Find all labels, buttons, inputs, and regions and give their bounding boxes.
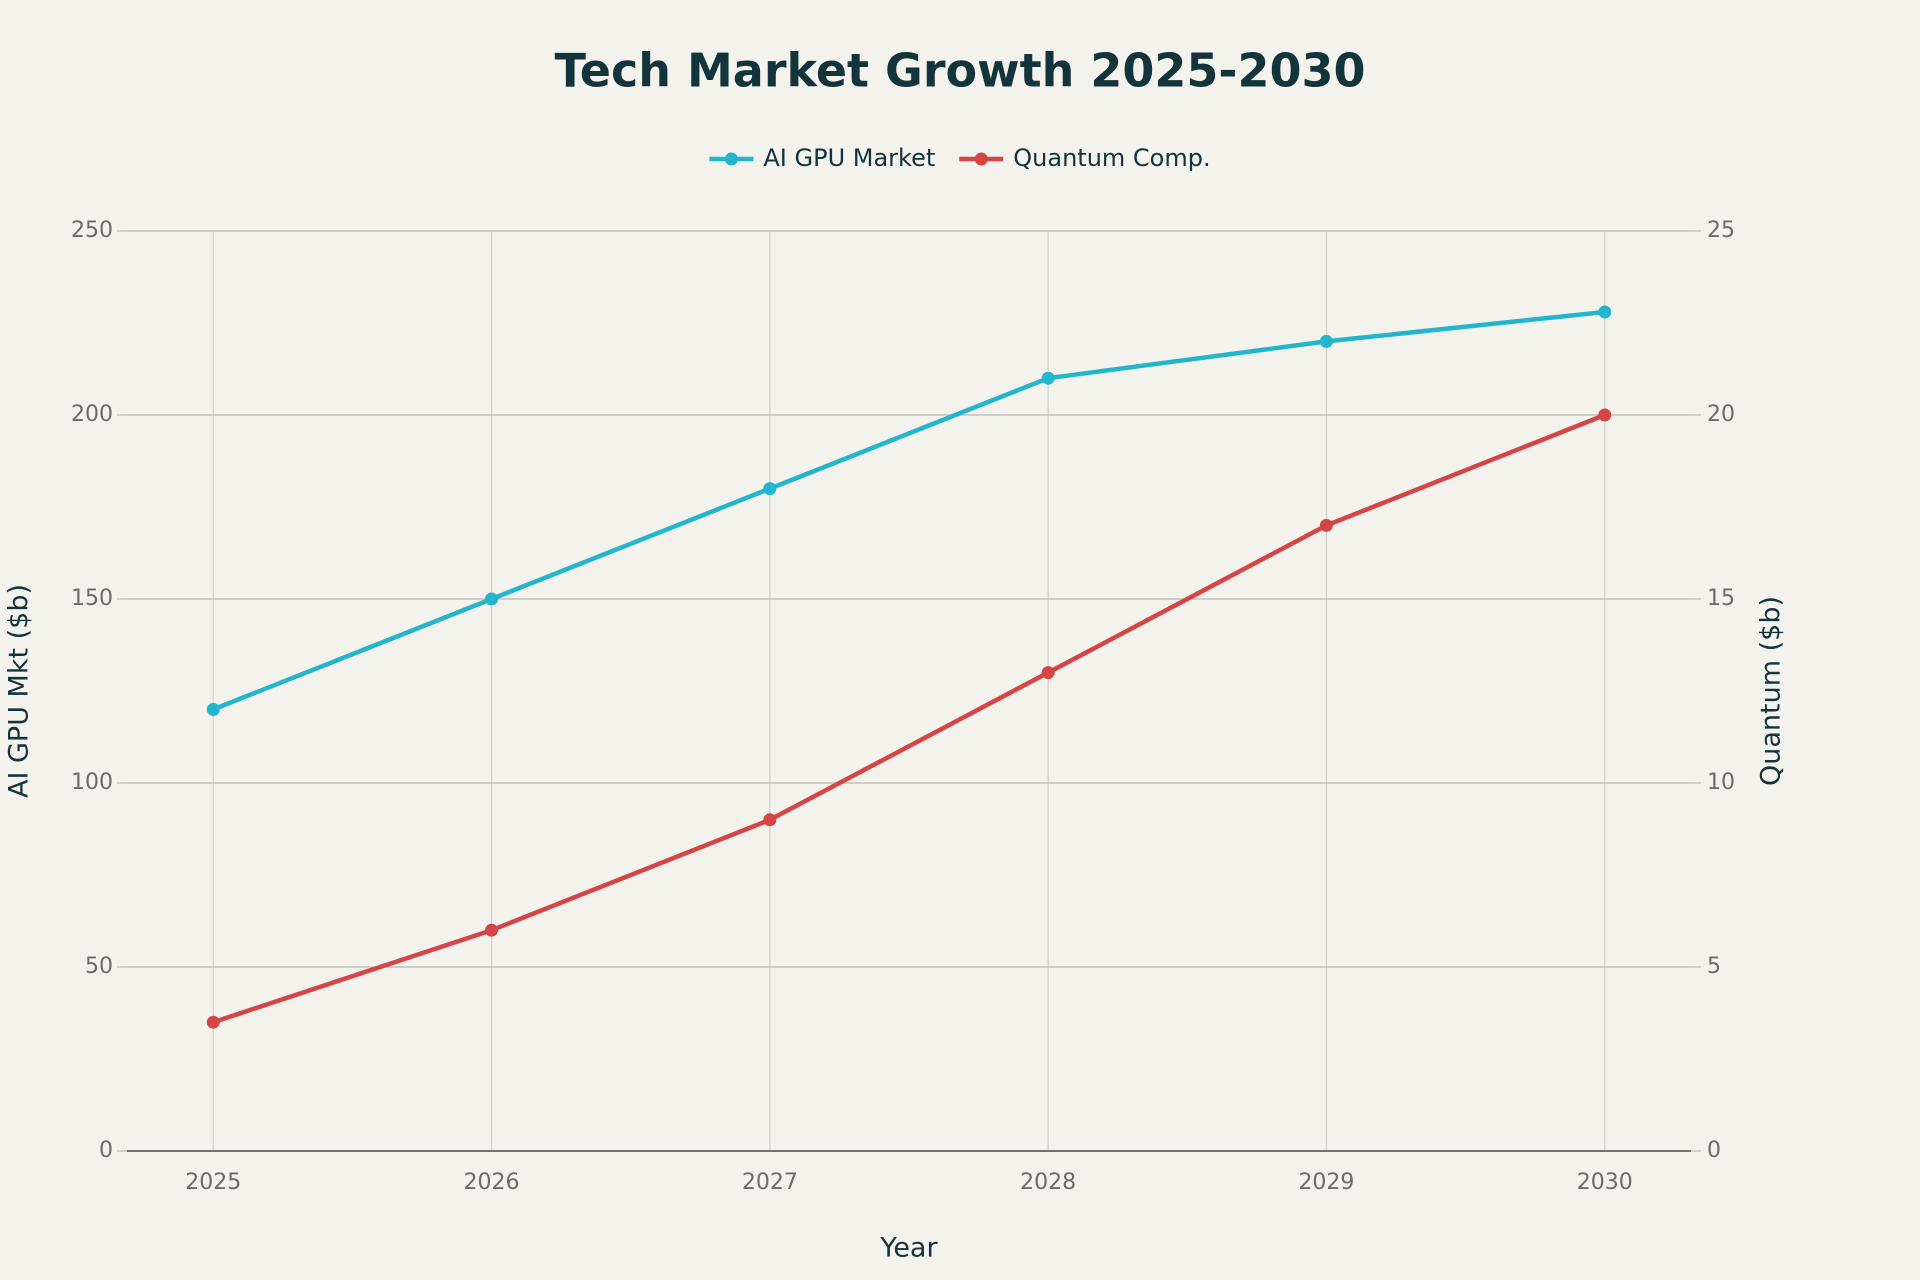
- data-point: [1598, 408, 1612, 422]
- data-point: [1319, 334, 1333, 348]
- x-tick-label: 2026: [464, 1170, 520, 1195]
- y2-tick-label: 20: [1707, 402, 1735, 427]
- legend-label: AI GPU Market: [763, 144, 935, 172]
- data-point: [485, 923, 499, 937]
- legend-marker: [724, 152, 738, 166]
- data-point: [206, 1015, 220, 1029]
- data-point: [1041, 666, 1055, 680]
- chart-title: Tech Market Growth 2025-2030: [555, 44, 1366, 98]
- series-line: [212, 412, 1606, 1025]
- legend-marker: [974, 152, 988, 166]
- series-line: [212, 309, 1605, 712]
- y-tick-label: 50: [85, 954, 113, 979]
- y-axis-title: AI GPU Mkt ($b): [4, 584, 35, 798]
- legend-label: Quantum Comp.: [1013, 144, 1210, 172]
- x-tick-label: 2028: [1020, 1170, 1076, 1195]
- x-tick-label: 2025: [185, 1170, 241, 1195]
- data-point: [206, 702, 220, 716]
- data-point: [1598, 305, 1612, 319]
- y2-tick-label: 10: [1707, 770, 1735, 795]
- x-tick-label: 2027: [742, 1170, 798, 1195]
- x-tick-label: 2029: [1298, 1170, 1354, 1195]
- data-point: [763, 482, 777, 496]
- y-tick-label: 150: [71, 586, 113, 611]
- data-point: [485, 592, 499, 606]
- y2-tick-label: 0: [1707, 1138, 1721, 1163]
- y2-axis-title: Quantum ($b): [1756, 596, 1787, 786]
- x-tick-label: 2030: [1577, 1170, 1633, 1195]
- y-tick-label: 0: [99, 1138, 113, 1163]
- data-point: [763, 813, 777, 827]
- data-point: [1041, 371, 1055, 385]
- y-tick-label: 100: [71, 770, 113, 795]
- data-point: [1319, 518, 1333, 532]
- y2-tick-label: 5: [1707, 954, 1721, 979]
- y2-tick-label: 15: [1707, 586, 1735, 611]
- y-tick-label: 200: [71, 402, 113, 427]
- y2-tick-label: 25: [1707, 218, 1735, 243]
- y-tick-label: 250: [71, 218, 113, 243]
- x-axis-title: Year: [879, 1233, 938, 1264]
